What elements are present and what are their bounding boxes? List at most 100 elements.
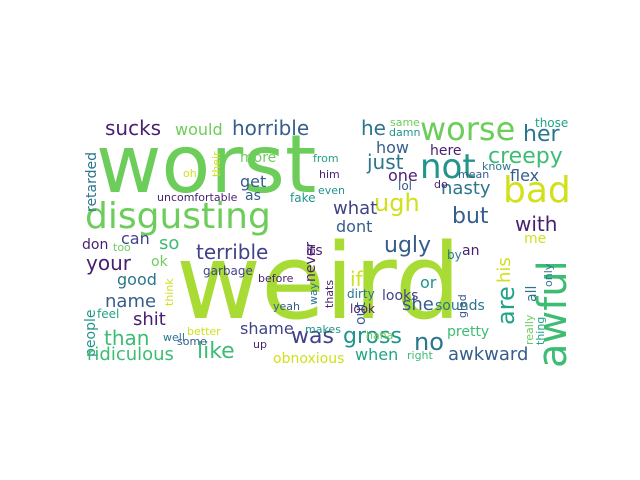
word-awful: awful	[530, 260, 576, 368]
word-like: like	[197, 339, 235, 364]
word-those: those	[535, 116, 568, 130]
word-than: than	[104, 326, 149, 350]
word-here: here	[430, 143, 462, 159]
word-me: me	[524, 231, 546, 247]
word-their: their	[210, 151, 223, 177]
word-don: don	[82, 237, 108, 253]
word-flex: flex	[510, 166, 539, 185]
word-weird: weird	[176, 221, 461, 343]
word-horrible: horrible	[232, 116, 309, 140]
word-out: out	[353, 302, 369, 325]
word-really: really	[523, 314, 536, 345]
word-yeah: yeah	[273, 300, 300, 313]
word-her: her	[523, 122, 560, 147]
word-worst: worst	[96, 118, 316, 211]
word-his: his	[494, 257, 515, 283]
word-would: would	[175, 120, 223, 139]
word-way: way	[307, 282, 320, 305]
word-lol: lol	[398, 179, 412, 193]
word-no: no	[414, 328, 444, 356]
word-as: as	[245, 188, 261, 204]
word-some: some	[177, 335, 207, 348]
word-good: good	[117, 270, 157, 289]
word-before: before	[258, 272, 294, 285]
word-ok: ok	[151, 254, 169, 270]
word-too: too	[113, 241, 131, 254]
word-pretty: pretty	[447, 324, 489, 340]
word-oh: oh	[183, 167, 197, 180]
word-never: never	[303, 242, 319, 282]
word-nasty: nasty	[441, 178, 491, 199]
word-look: look	[350, 302, 375, 316]
word-same: same	[390, 116, 420, 129]
word-better: better	[187, 325, 221, 338]
word-thats: thats	[323, 280, 336, 308]
word-looks: looks	[382, 288, 418, 304]
word-by: by	[447, 248, 462, 262]
word-from: from	[313, 152, 339, 165]
word-sucks: sucks	[105, 116, 161, 140]
word-ugly: ugly	[384, 233, 431, 258]
word-how: how	[376, 138, 409, 157]
word-terrible: terrible	[196, 240, 268, 264]
word-so: so	[159, 233, 179, 254]
word-ridiculous: ridiculous	[87, 344, 174, 365]
word-fake: fake	[290, 191, 315, 205]
word-dont: dont	[336, 217, 372, 236]
word-right: right	[407, 349, 434, 362]
word-one: one	[388, 166, 418, 185]
word-she: she	[402, 294, 434, 315]
word-think: think	[163, 278, 176, 306]
word-thing: thing	[534, 317, 547, 345]
word-do: do	[434, 178, 448, 191]
word-dirty: dirty	[347, 287, 375, 301]
word-mean: mean	[458, 168, 489, 181]
word-people: people	[83, 310, 99, 357]
word-gross: gross	[343, 324, 402, 349]
word-he: he	[361, 116, 386, 140]
word-creepy: creepy	[488, 144, 563, 169]
word-shit: shit	[133, 309, 166, 330]
word-not: not	[420, 147, 476, 187]
word-if: if	[350, 267, 364, 291]
word-even: even	[318, 184, 345, 197]
word-an: an	[462, 243, 479, 259]
word-but: but	[452, 204, 489, 229]
word-worse: worse	[420, 110, 515, 148]
word-disgusting: disgusting	[85, 196, 271, 237]
word-its: its	[306, 243, 323, 259]
word-makes: makes	[305, 323, 341, 336]
word-awkward: awkward	[448, 344, 528, 365]
word-him: him	[319, 168, 340, 181]
word-bad: bad	[503, 170, 571, 211]
word-your: your	[86, 251, 132, 275]
word-uncomfortable: uncomfortable	[157, 191, 238, 204]
word-all: all	[524, 286, 540, 302]
word-feel: feel	[97, 307, 119, 321]
word-or: or	[420, 273, 437, 292]
word-more: more	[240, 150, 276, 166]
word-ugh: ugh	[374, 189, 420, 217]
word-name: name	[105, 291, 156, 312]
word-retarded: retarded	[84, 152, 100, 212]
word-just: just	[366, 150, 404, 174]
word-know: know	[482, 160, 511, 173]
word-sounds: sounds	[435, 298, 485, 314]
word-up: up	[253, 338, 267, 351]
word-damn: damn	[389, 126, 420, 139]
word-garbage: garbage	[203, 264, 253, 278]
word-haha: haha	[366, 329, 393, 342]
word-are: are	[492, 286, 520, 325]
word-glad: glad	[456, 294, 469, 318]
word-what: what	[333, 198, 377, 219]
word-obnoxious: obnoxious	[273, 351, 344, 367]
word-well: well	[163, 331, 185, 344]
word-get: get	[240, 172, 266, 191]
word-shame: shame	[240, 319, 294, 338]
word-when: when	[355, 345, 398, 364]
word-with: with	[515, 212, 557, 236]
word-can: can	[121, 229, 150, 248]
word-was: was	[291, 324, 334, 349]
word-only: only	[542, 263, 555, 287]
